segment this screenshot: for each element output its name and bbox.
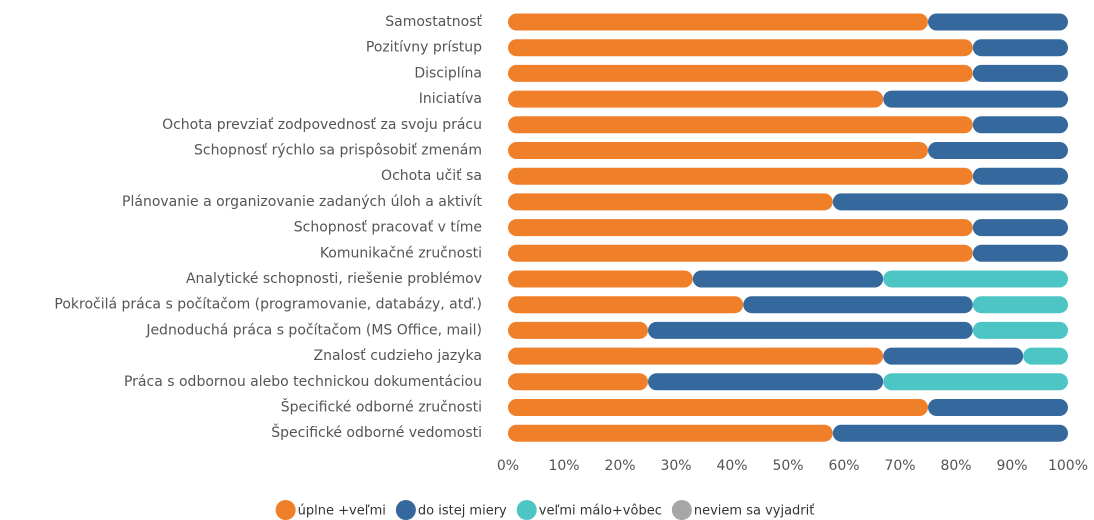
- bar-segment: [832, 424, 1068, 442]
- bar-segment: [883, 347, 1024, 365]
- category-label: Ochota prevziať zodpovednosť za svoju pr…: [162, 117, 482, 133]
- bar-segment: [508, 90, 884, 108]
- x-tick-label: 20%: [604, 458, 635, 474]
- bar-segment: [508, 39, 973, 57]
- bar-segment: [508, 270, 693, 288]
- legend-label: úplne +veľmi: [298, 504, 386, 519]
- x-tick-label: 70%: [884, 458, 915, 474]
- x-tick-label: 100%: [1048, 458, 1088, 474]
- legend-marker: [516, 500, 537, 520]
- bar-segment: [508, 399, 928, 416]
- bar-segment: [508, 347, 884, 365]
- x-tick-label: 0%: [497, 458, 519, 474]
- x-tick-label: 10%: [548, 458, 579, 474]
- bar-segment: [508, 142, 928, 159]
- category-label: Plánovanie a organizovanie zadaných úloh…: [122, 194, 482, 210]
- bar-segment: [508, 13, 928, 31]
- category-label: Iniciatíva: [419, 91, 482, 107]
- bar-segment: [508, 424, 833, 442]
- bar-segment: [508, 244, 973, 262]
- x-tick-label: 50%: [772, 458, 803, 474]
- bar-segment: [928, 142, 1068, 159]
- legend-label: veľmi málo+vôbec: [539, 504, 662, 519]
- bar-segment: [648, 321, 973, 339]
- legend-marker: [395, 500, 416, 520]
- x-tick-label: 90%: [996, 458, 1027, 474]
- bar-segment: [972, 321, 1068, 339]
- bar-segment: [928, 399, 1068, 416]
- bar-segment: [743, 296, 973, 314]
- bar-segment: [692, 270, 884, 288]
- category-label: Jednoduchá práca s počítačom (MS Office,…: [145, 322, 482, 338]
- bar-segment: [508, 64, 973, 82]
- x-tick-label: 60%: [828, 458, 859, 474]
- bar-segment: [972, 39, 1068, 57]
- bar-segment: [928, 13, 1068, 31]
- legend-label: neviem sa vyjadriť: [694, 504, 814, 519]
- x-tick-label: 40%: [716, 458, 747, 474]
- bar-segment: [508, 373, 648, 391]
- bar-segment: [508, 321, 648, 339]
- bar-segment: [972, 116, 1068, 134]
- bar-segment: [832, 193, 1068, 211]
- category-label: Pokročilá práca s počítačom (programovan…: [54, 297, 482, 313]
- legend-marker: [275, 500, 296, 520]
- legend-label: do istej miery: [418, 504, 507, 519]
- bar-segment: [508, 193, 833, 211]
- category-label: Pozitívny prístup: [366, 40, 482, 56]
- bar-segment: [1023, 347, 1068, 365]
- category-label: Špecifické odborné zručnosti: [281, 398, 482, 416]
- bar-segment: [508, 219, 973, 237]
- category-label: Špecifické odborné vedomosti: [271, 423, 482, 441]
- bar-segment: [508, 167, 973, 185]
- category-label: Schopnosť pracovať v tíme: [294, 220, 482, 236]
- bar-segment: [648, 373, 884, 391]
- bar-segment: [883, 90, 1068, 108]
- bar-segment: [972, 167, 1068, 185]
- category-label: Ochota učiť sa: [381, 168, 482, 184]
- category-label: Komunikačné zručnosti: [320, 245, 482, 261]
- legend-marker: [671, 500, 692, 520]
- bar-segment: [972, 64, 1068, 82]
- bar-segment: [508, 296, 744, 314]
- bar-segment: [972, 219, 1068, 237]
- bar-segment: [972, 244, 1068, 262]
- category-label: Práca s odbornou alebo technickou dokume…: [124, 374, 482, 390]
- category-label: Samostatnosť: [385, 14, 482, 30]
- category-label: Schopnosť rýchlo sa prispôsobiť zmenám: [194, 143, 482, 159]
- bar-segment: [883, 270, 1068, 288]
- x-tick-label: 80%: [940, 458, 971, 474]
- x-tick-label: 30%: [660, 458, 691, 474]
- category-label: Disciplína: [414, 65, 482, 81]
- category-label: Analytické schopnosti, riešenie problémo…: [186, 271, 482, 287]
- bar-segment: [508, 116, 973, 134]
- category-label: Znalosť cudzieho jazyka: [314, 348, 482, 364]
- bar-segment: [972, 296, 1068, 314]
- bar-segment: [883, 373, 1068, 391]
